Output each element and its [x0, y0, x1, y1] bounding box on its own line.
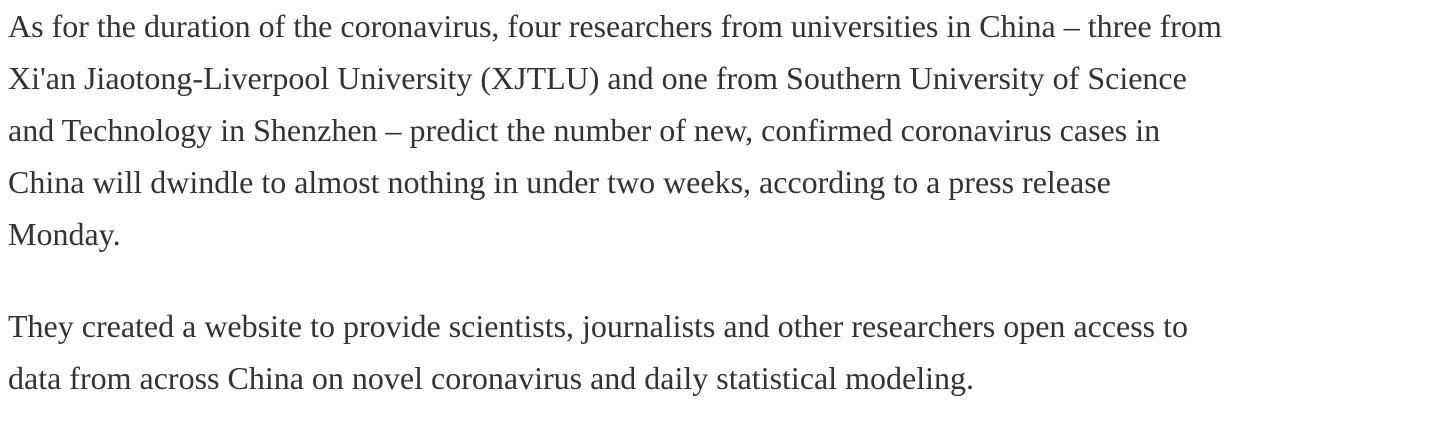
paragraph-website: They created a website to provide scient…	[8, 300, 1408, 404]
paragraph-line: data from across China on novel coronavi…	[8, 360, 974, 396]
paragraph-line: China will dwindle to almost nothing in …	[8, 164, 1111, 200]
paragraph-line: and Technology in Shenzhen – predict the…	[8, 112, 1161, 148]
paragraph-line: They created a website to provide scient…	[8, 308, 1189, 344]
paragraph-line: Xi'an Jiaotong-Liverpool University (XJT…	[8, 60, 1187, 96]
paragraph-line: Monday.	[8, 216, 121, 252]
paragraph-line: As for the duration of the coronavirus, …	[8, 8, 1222, 44]
paragraph-coronavirus-duration: As for the duration of the coronavirus, …	[8, 0, 1408, 260]
article-body: As for the duration of the coronavirus, …	[8, 0, 1408, 404]
